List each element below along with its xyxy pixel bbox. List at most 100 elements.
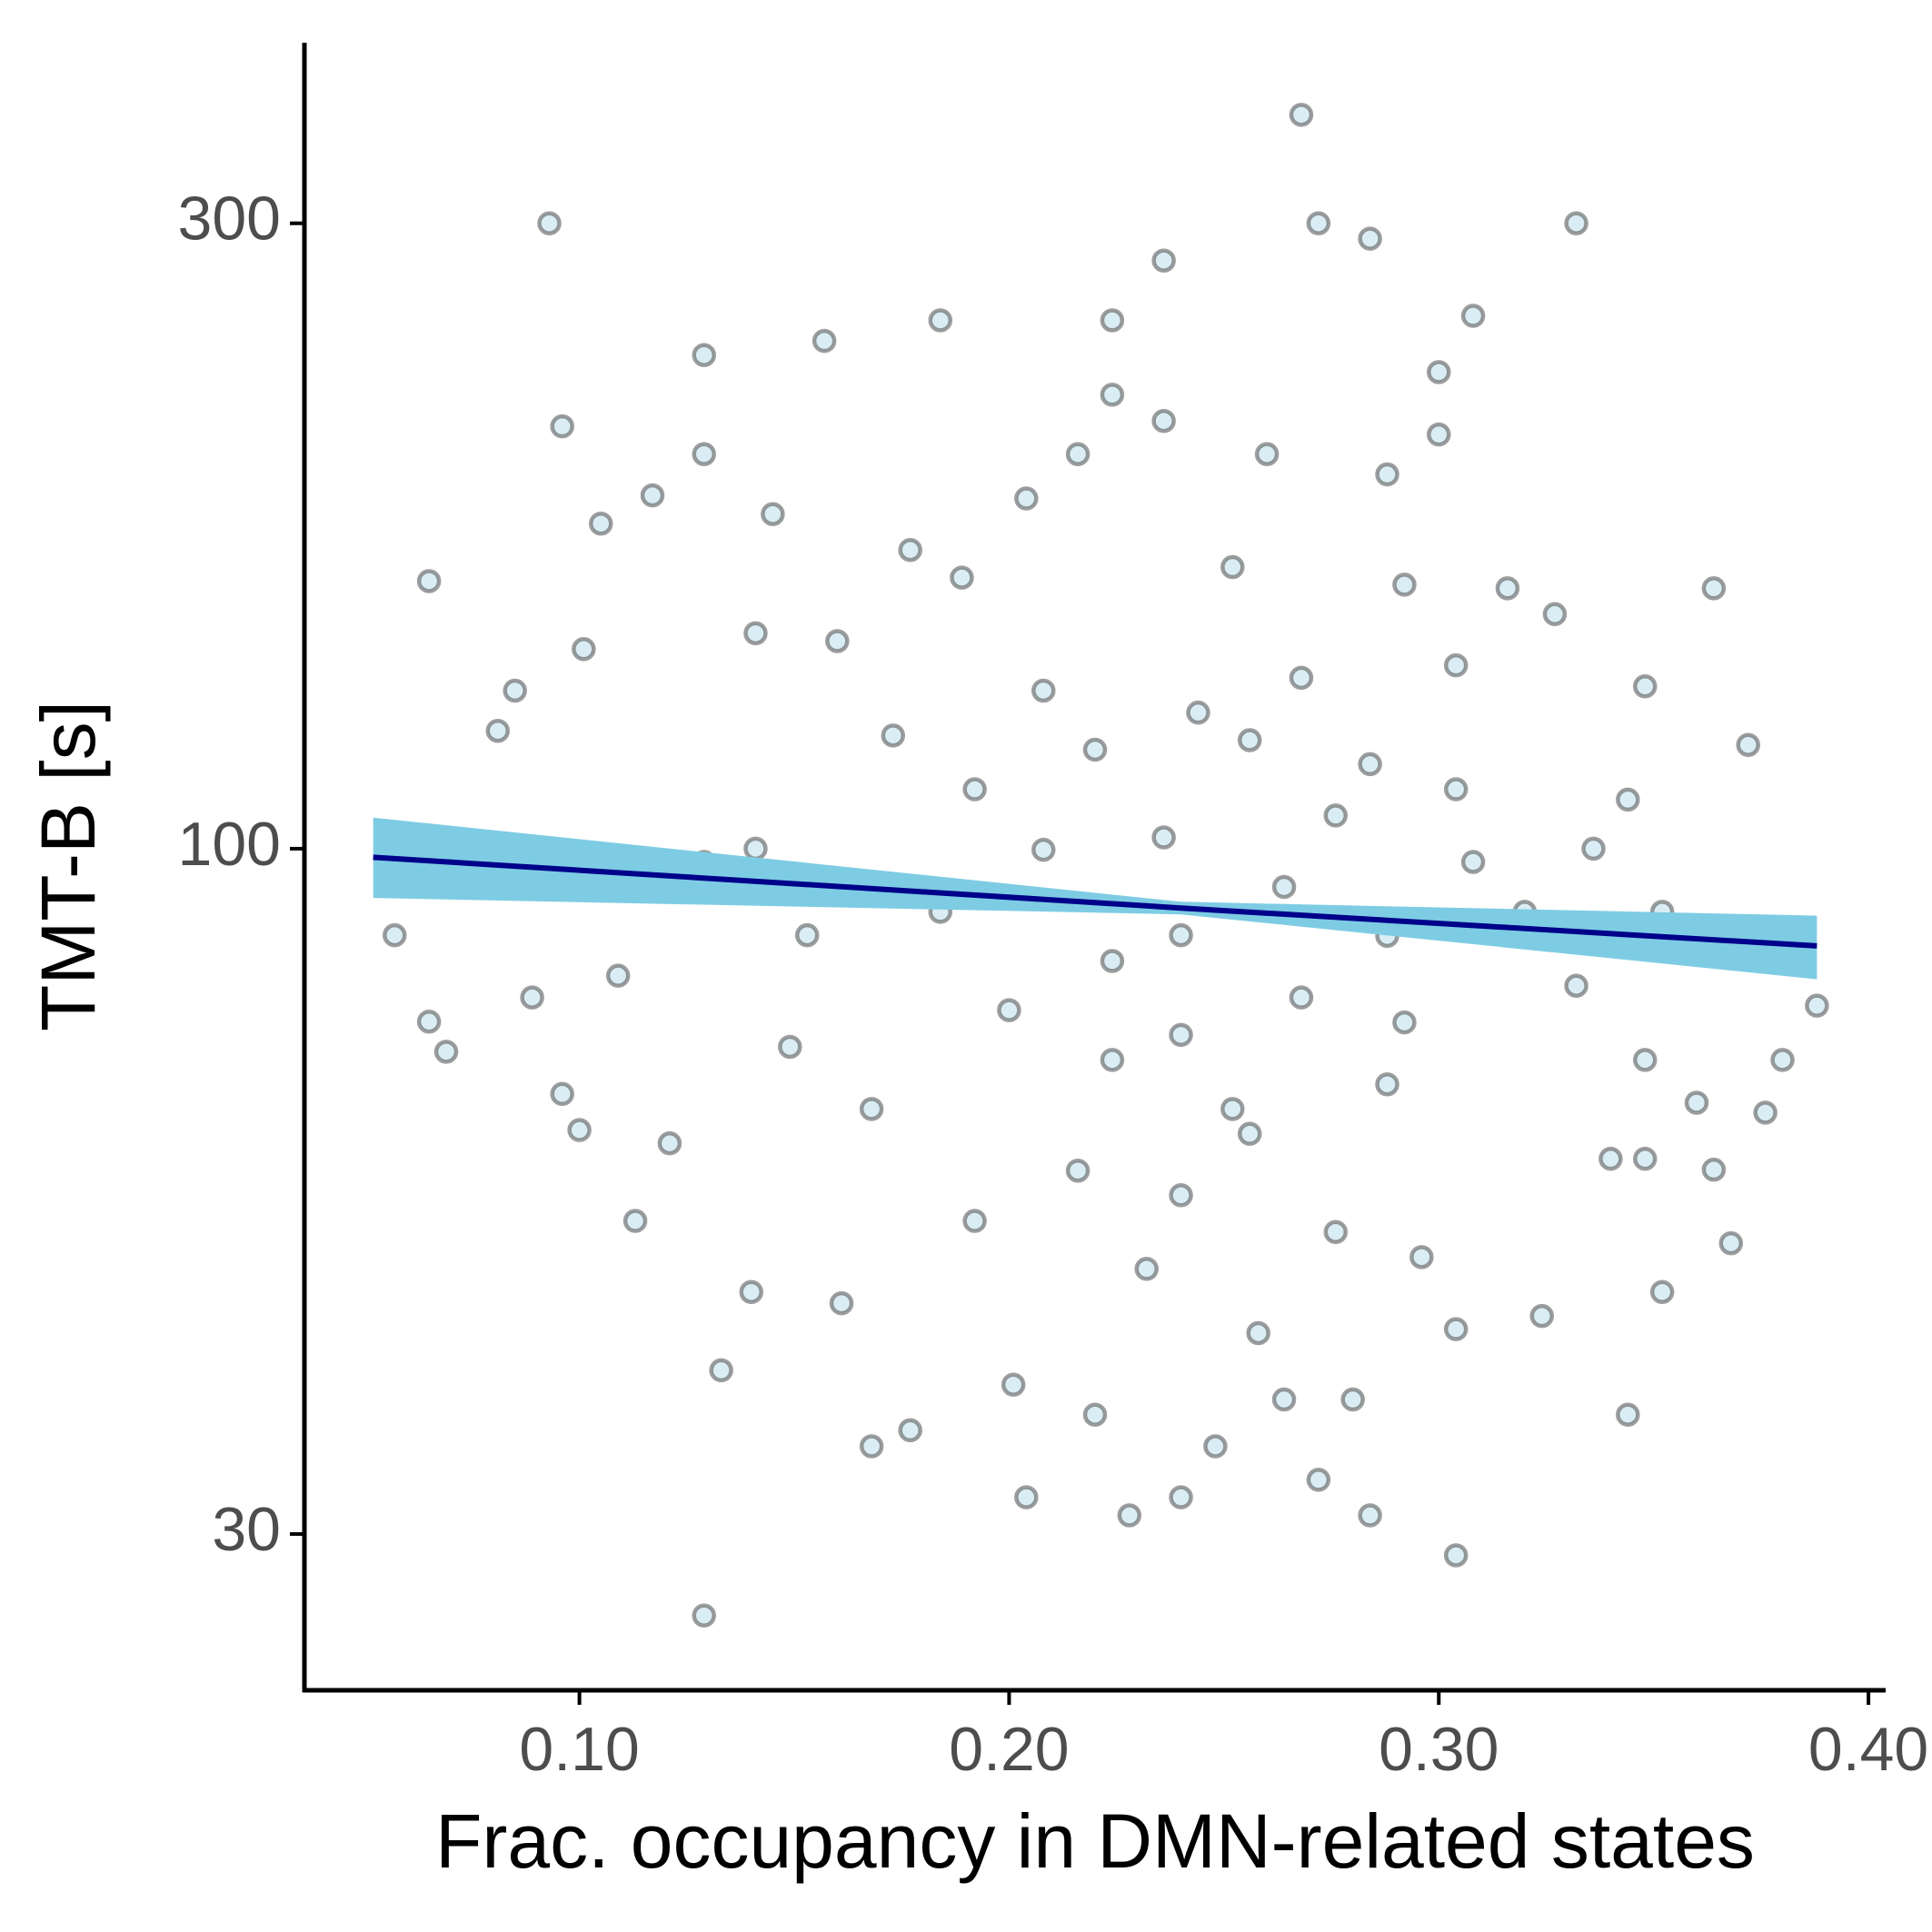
point — [1001, 1372, 1026, 1397]
point — [589, 511, 613, 536]
point — [1443, 1543, 1469, 1568]
y-tick-label: 100 — [178, 810, 281, 879]
point — [1065, 1158, 1090, 1183]
point — [1616, 787, 1640, 812]
point — [1581, 836, 1606, 861]
point — [1220, 554, 1245, 580]
point — [1443, 652, 1469, 678]
point — [743, 621, 768, 646]
confidence-band — [373, 817, 1817, 980]
point — [709, 1358, 733, 1383]
point — [1340, 1387, 1365, 1412]
point — [859, 1434, 884, 1459]
point — [950, 565, 974, 590]
point — [1271, 874, 1297, 900]
x-tick-label: 0.40 — [1808, 1715, 1928, 1784]
point — [1306, 1468, 1331, 1492]
point — [1082, 737, 1108, 762]
point — [1427, 360, 1451, 384]
point — [550, 413, 574, 439]
point — [1237, 728, 1262, 752]
point — [1100, 949, 1125, 973]
y-tick-label: 30 — [212, 1495, 281, 1564]
x-tick-label: 0.30 — [1379, 1715, 1499, 1784]
point — [657, 1130, 682, 1156]
point — [520, 985, 544, 1010]
point — [1117, 1503, 1142, 1528]
x-tick-label: 0.10 — [519, 1715, 639, 1784]
point — [1632, 1146, 1658, 1171]
point — [1632, 1048, 1658, 1072]
point — [1542, 602, 1568, 627]
point — [1289, 665, 1314, 691]
point — [812, 328, 837, 354]
point — [1100, 308, 1125, 333]
point — [416, 569, 442, 593]
point — [1632, 674, 1658, 699]
point — [605, 963, 631, 988]
point — [1246, 1320, 1270, 1346]
point — [1134, 1257, 1159, 1281]
point — [503, 678, 527, 703]
point — [1289, 103, 1314, 127]
x-axis-title: Frac. occupancy in DMN-related states — [435, 1798, 1755, 1884]
point — [962, 1209, 987, 1233]
point — [416, 1009, 442, 1034]
x-tick-label: 0.20 — [949, 1715, 1069, 1784]
point — [1564, 973, 1588, 998]
point — [1151, 408, 1176, 433]
point — [1289, 985, 1314, 1010]
point — [1753, 1100, 1778, 1125]
point — [1375, 462, 1399, 487]
point — [898, 537, 922, 563]
point — [1323, 803, 1349, 828]
point — [692, 343, 716, 367]
point — [1616, 1402, 1640, 1427]
point — [1718, 1230, 1744, 1256]
point — [572, 637, 596, 662]
point — [1770, 1048, 1795, 1072]
point — [1358, 1503, 1382, 1528]
point — [1203, 1434, 1228, 1459]
point — [1684, 1090, 1709, 1115]
point — [1529, 1303, 1554, 1329]
point — [1014, 1485, 1039, 1509]
point — [1082, 1402, 1108, 1427]
point — [1598, 1146, 1623, 1171]
point — [1151, 825, 1176, 850]
point — [433, 1040, 459, 1064]
point — [1358, 752, 1382, 777]
point — [1701, 1157, 1727, 1182]
point — [1460, 304, 1486, 328]
point — [1443, 777, 1469, 802]
point — [1100, 1048, 1125, 1072]
point — [1392, 1010, 1417, 1035]
point — [550, 1081, 574, 1107]
point — [825, 629, 850, 653]
point — [1805, 993, 1829, 1018]
point — [1237, 1121, 1262, 1146]
point — [1701, 576, 1727, 601]
point — [1031, 678, 1056, 703]
point — [761, 502, 785, 526]
point — [829, 1290, 854, 1316]
point — [1460, 850, 1486, 874]
point — [1564, 211, 1588, 235]
point — [1443, 1317, 1469, 1341]
point — [962, 777, 987, 802]
point — [1427, 422, 1451, 447]
point — [383, 922, 407, 948]
point — [1254, 442, 1280, 466]
point — [692, 442, 716, 466]
point — [692, 1603, 716, 1628]
point — [1169, 1485, 1193, 1509]
point — [1151, 248, 1176, 273]
point — [485, 718, 511, 743]
point — [1271, 1387, 1297, 1412]
point — [1736, 732, 1760, 757]
y-tick-label: 300 — [178, 184, 281, 254]
point — [1649, 1280, 1675, 1304]
point — [1392, 573, 1417, 597]
point — [1169, 922, 1193, 948]
